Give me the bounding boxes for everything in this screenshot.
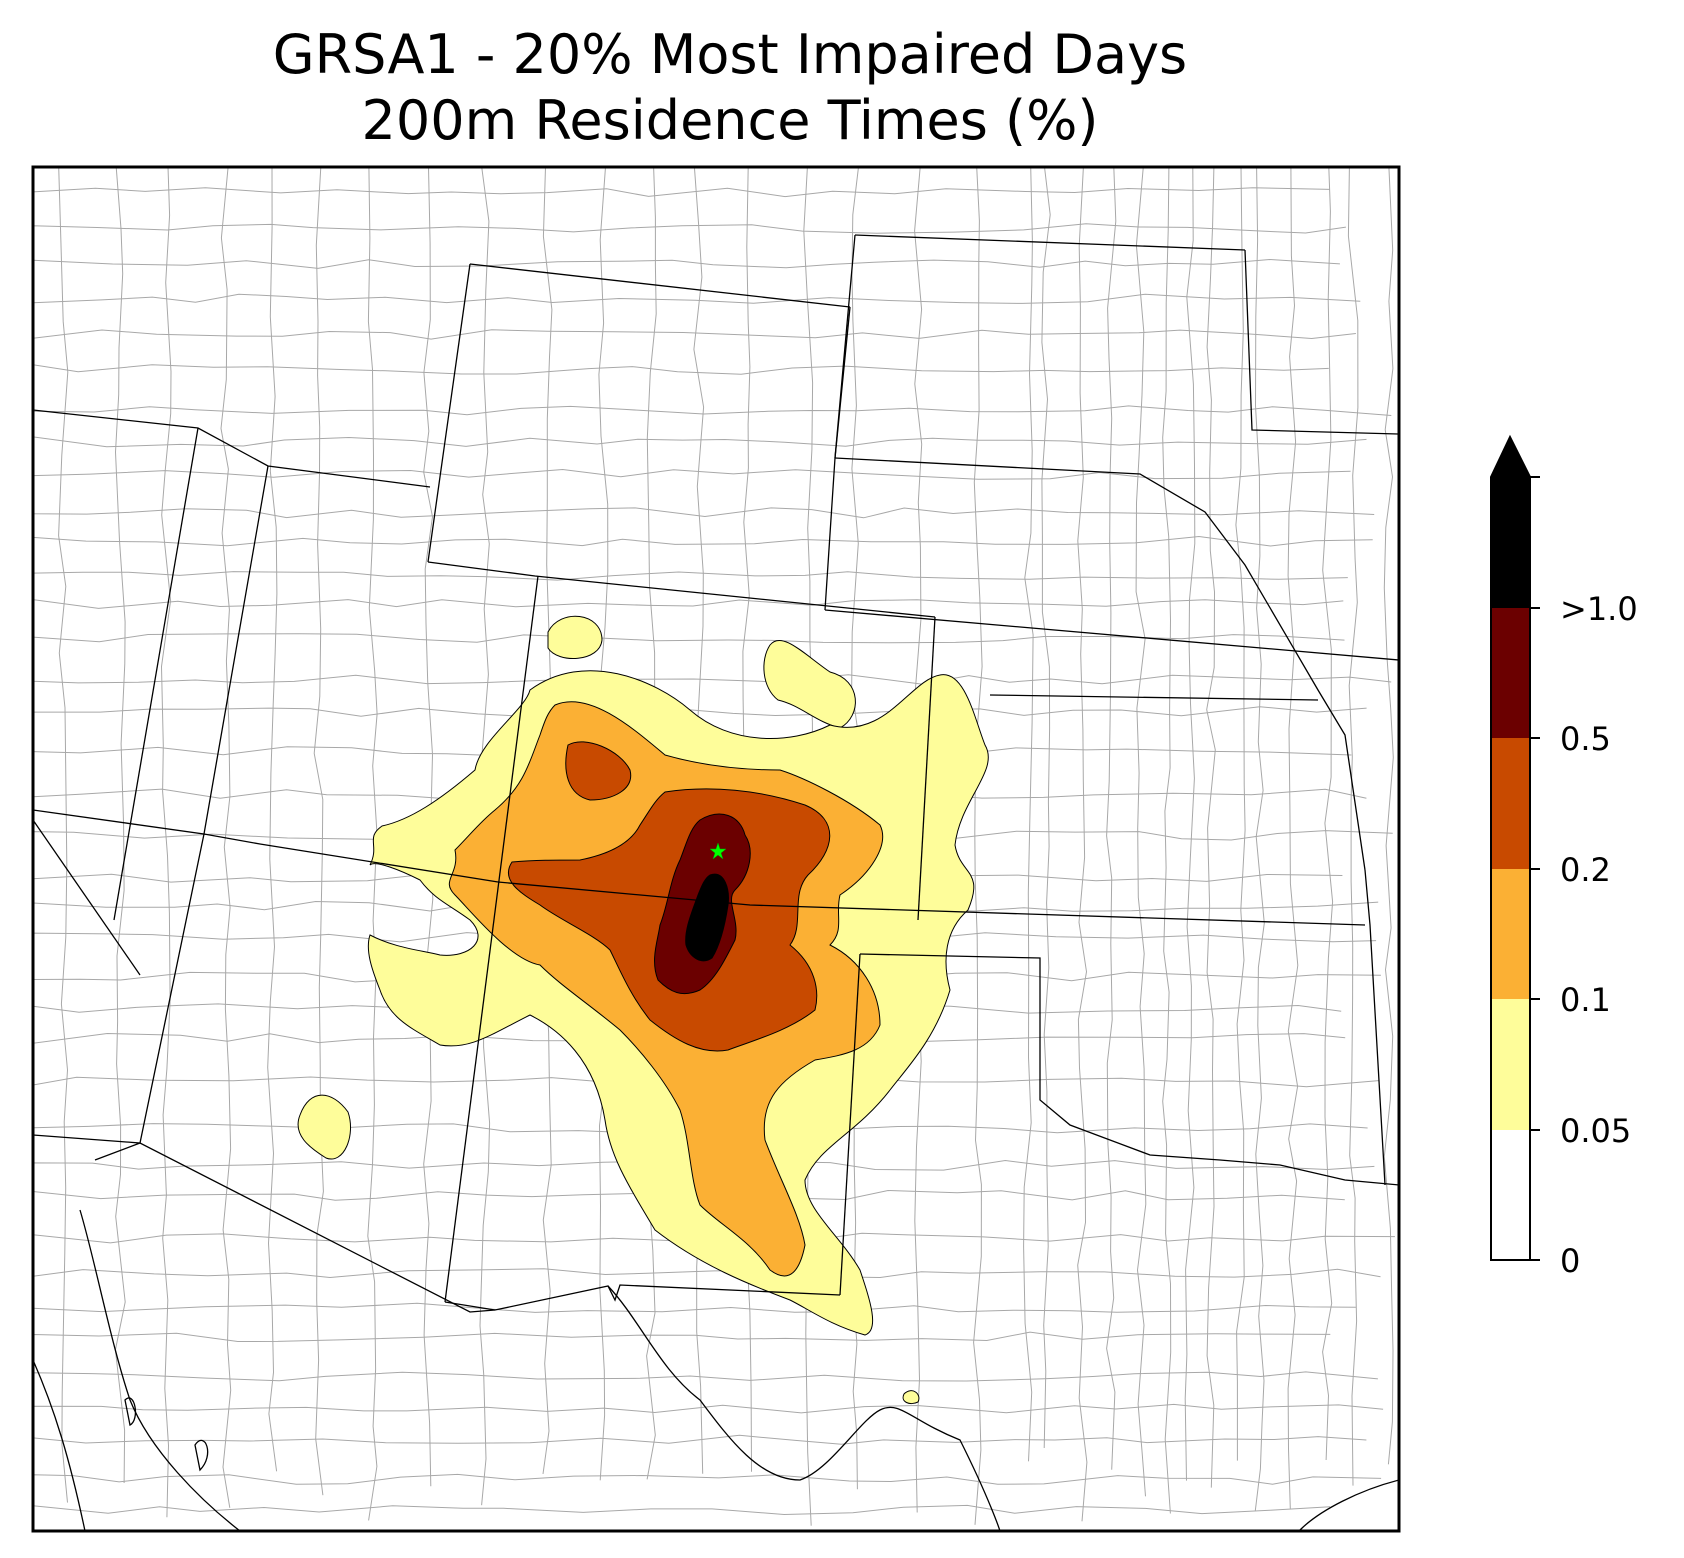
county-border [1135, 167, 1147, 1497]
county-border [33, 507, 1375, 519]
county-border [33, 223, 1346, 234]
colorbar-label: 0.1 [1560, 981, 1611, 1019]
county-border [33, 571, 1348, 581]
county-border [1077, 167, 1088, 1522]
colorbar-segment-0.1-0.2 [1491, 869, 1530, 999]
county-border [1041, 167, 1051, 1449]
county-border [33, 364, 1329, 375]
county-border [1206, 167, 1216, 1488]
county-border [33, 599, 1344, 609]
county-border [33, 1504, 1331, 1516]
county-border [313, 167, 324, 1496]
map-frame [31, 165, 1401, 1533]
colorbar-segment-0.05-0.1 [1491, 999, 1530, 1130]
state-borders [33, 234, 1399, 1531]
county-border [33, 633, 1345, 644]
county-border [33, 258, 1340, 269]
county-border [33, 468, 1351, 480]
colorbar-segment-0.2-0.5 [1491, 738, 1530, 869]
county-border [1023, 167, 1034, 1462]
colorbar-label: >1.0 [1560, 590, 1638, 628]
map-title: GRSA1 - 20% Most Impaired Days 200m Resi… [30, 22, 1430, 154]
county-border [114, 167, 126, 1484]
county-border [1347, 167, 1359, 1486]
county-border [220, 167, 232, 1508]
county-border [423, 167, 434, 1487]
county-border [267, 167, 278, 1472]
county-border [33, 1473, 1382, 1485]
title-line-1: GRSA1 - 20% Most Impaired Days [272, 23, 1188, 86]
county-border [1162, 167, 1172, 1514]
county-border [33, 329, 1356, 340]
colorbar-label: 0 [1560, 1242, 1580, 1280]
map-area [33, 167, 1399, 1531]
county-border [33, 1371, 1378, 1382]
county-border [973, 167, 983, 1525]
contour-over-1 [685, 873, 729, 962]
county-border [1287, 167, 1299, 1509]
county-border [33, 1434, 1367, 1445]
colorbar-extend-arrow [1491, 437, 1530, 477]
colorbar-segment-0.5-1 [1491, 608, 1530, 738]
county-border [33, 187, 1330, 198]
colorbar-label: 0.2 [1560, 851, 1611, 889]
county-border [1383, 167, 1394, 1465]
title-line-2: 200m Residence Times (%) [361, 89, 1099, 152]
colorbar-label: 0.05 [1560, 1112, 1631, 1150]
colorbar: >1.0 0.5 0.2 0.1 0.05 0 [1490, 434, 1638, 1280]
county-border [33, 405, 1392, 416]
receptor-star-icon [709, 842, 727, 860]
county-border [1106, 167, 1117, 1470]
colorbar-segment-over-1 [1491, 477, 1530, 608]
county-border [33, 1403, 1384, 1414]
county-border [58, 167, 69, 1503]
county-border [33, 674, 1392, 685]
colorbar-label: 0.5 [1560, 720, 1611, 758]
county-border [1254, 167, 1265, 1511]
county-border [33, 1331, 1331, 1343]
county-border [160, 167, 172, 1518]
county-borders [33, 167, 1395, 1526]
colorbar-segment-0-0.05 [1491, 1130, 1530, 1260]
county-border [1322, 167, 1334, 1461]
county-border [33, 293, 1361, 304]
county-border [1184, 167, 1196, 1481]
county-border [33, 1268, 1381, 1279]
county-border [1235, 167, 1246, 1461]
